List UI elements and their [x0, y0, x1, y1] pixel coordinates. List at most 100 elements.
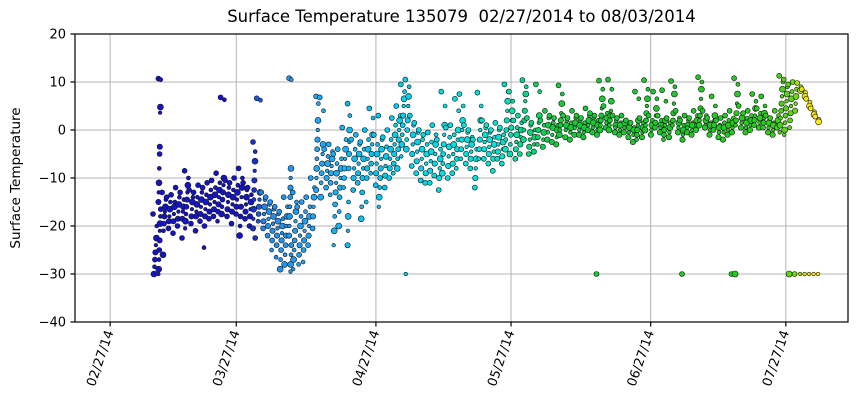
- data-point: [334, 146, 341, 152]
- data-point: [787, 117, 793, 124]
- data-point: [155, 265, 162, 273]
- data-point: [363, 175, 370, 181]
- data-point: [467, 155, 474, 162]
- data-point: [395, 146, 402, 152]
- data-point: [485, 160, 492, 167]
- data-point: [494, 156, 501, 162]
- data-point: [706, 131, 713, 138]
- data-point: [262, 194, 269, 200]
- data-point: [228, 220, 235, 227]
- data-point: [523, 84, 529, 90]
- data-point: [260, 218, 267, 225]
- data-point: [662, 123, 668, 128]
- data-point: [710, 127, 717, 133]
- data-point: [288, 242, 295, 248]
- data-point: [163, 194, 170, 200]
- data-point: [546, 112, 553, 119]
- data-point: [317, 193, 325, 201]
- data-point: [250, 225, 257, 232]
- data-point: [424, 129, 431, 136]
- data-point: [327, 192, 333, 198]
- data-point: [314, 156, 320, 162]
- data-point: [161, 220, 167, 227]
- data-point: [377, 185, 383, 190]
- data-point: [771, 108, 778, 114]
- data-point: [695, 74, 701, 80]
- data-point: [404, 137, 410, 142]
- data-point: [728, 129, 735, 136]
- data-point: [422, 170, 429, 177]
- data-point: [252, 149, 258, 154]
- y-tick-label: −20: [39, 220, 66, 235]
- data-point: [668, 78, 674, 84]
- data-point: [551, 115, 557, 121]
- data-point: [174, 223, 181, 229]
- data-point: [293, 219, 298, 224]
- data-point: [453, 166, 459, 171]
- data-point: [249, 192, 254, 198]
- data-point: [359, 204, 365, 210]
- data-point: [397, 127, 402, 133]
- data-point: [201, 245, 207, 250]
- data-point: [213, 170, 219, 176]
- data-point: [510, 98, 516, 104]
- data-point: [665, 134, 672, 141]
- data-point: [315, 101, 321, 106]
- data-point: [156, 247, 163, 253]
- data-point: [201, 223, 208, 229]
- data-point: [526, 143, 533, 150]
- data-point: [671, 101, 677, 106]
- data-point: [713, 103, 718, 109]
- data-point: [731, 270, 739, 278]
- data-point: [789, 79, 796, 85]
- data-point: [405, 93, 412, 100]
- data-point: [252, 235, 258, 241]
- data-point: [614, 115, 620, 121]
- data-point: [778, 100, 785, 107]
- data-point: [224, 213, 230, 220]
- data-point: [641, 126, 649, 134]
- data-point: [386, 165, 393, 172]
- data-point: [506, 150, 514, 158]
- data-point: [404, 127, 411, 133]
- data-point: [341, 185, 347, 190]
- data-point: [643, 122, 648, 128]
- data-point: [503, 117, 510, 124]
- data-point: [783, 105, 790, 112]
- data-point: [433, 151, 438, 157]
- data-point: [701, 124, 708, 131]
- data-point: [698, 96, 704, 101]
- data-point: [498, 160, 505, 167]
- data-point: [320, 151, 325, 157]
- data-point: [319, 160, 326, 167]
- data-point: [629, 139, 636, 146]
- data-point: [681, 112, 688, 119]
- data-point: [486, 136, 494, 143]
- data-point: [766, 125, 771, 130]
- data-point: [366, 105, 373, 112]
- data-point: [658, 125, 663, 130]
- data-point: [334, 161, 340, 166]
- data-point: [233, 211, 239, 217]
- data-point: [332, 214, 338, 219]
- data-point: [319, 141, 327, 148]
- data-point: [234, 189, 241, 196]
- data-point: [287, 204, 293, 210]
- data-point: [550, 132, 555, 137]
- data-point: [522, 90, 530, 98]
- data-point: [203, 207, 208, 212]
- data-point: [663, 115, 670, 121]
- data-point: [481, 146, 488, 153]
- data-point: [215, 201, 222, 208]
- data-point: [427, 148, 435, 155]
- data-point: [495, 133, 503, 141]
- data-point: [598, 95, 606, 103]
- data-point: [161, 228, 166, 234]
- data-point: [240, 180, 246, 186]
- data-point: [607, 97, 615, 105]
- data-point: [388, 137, 394, 142]
- data-point: [503, 127, 510, 133]
- data-point: [269, 227, 276, 234]
- data-point: [697, 112, 703, 119]
- data-point: [530, 148, 537, 155]
